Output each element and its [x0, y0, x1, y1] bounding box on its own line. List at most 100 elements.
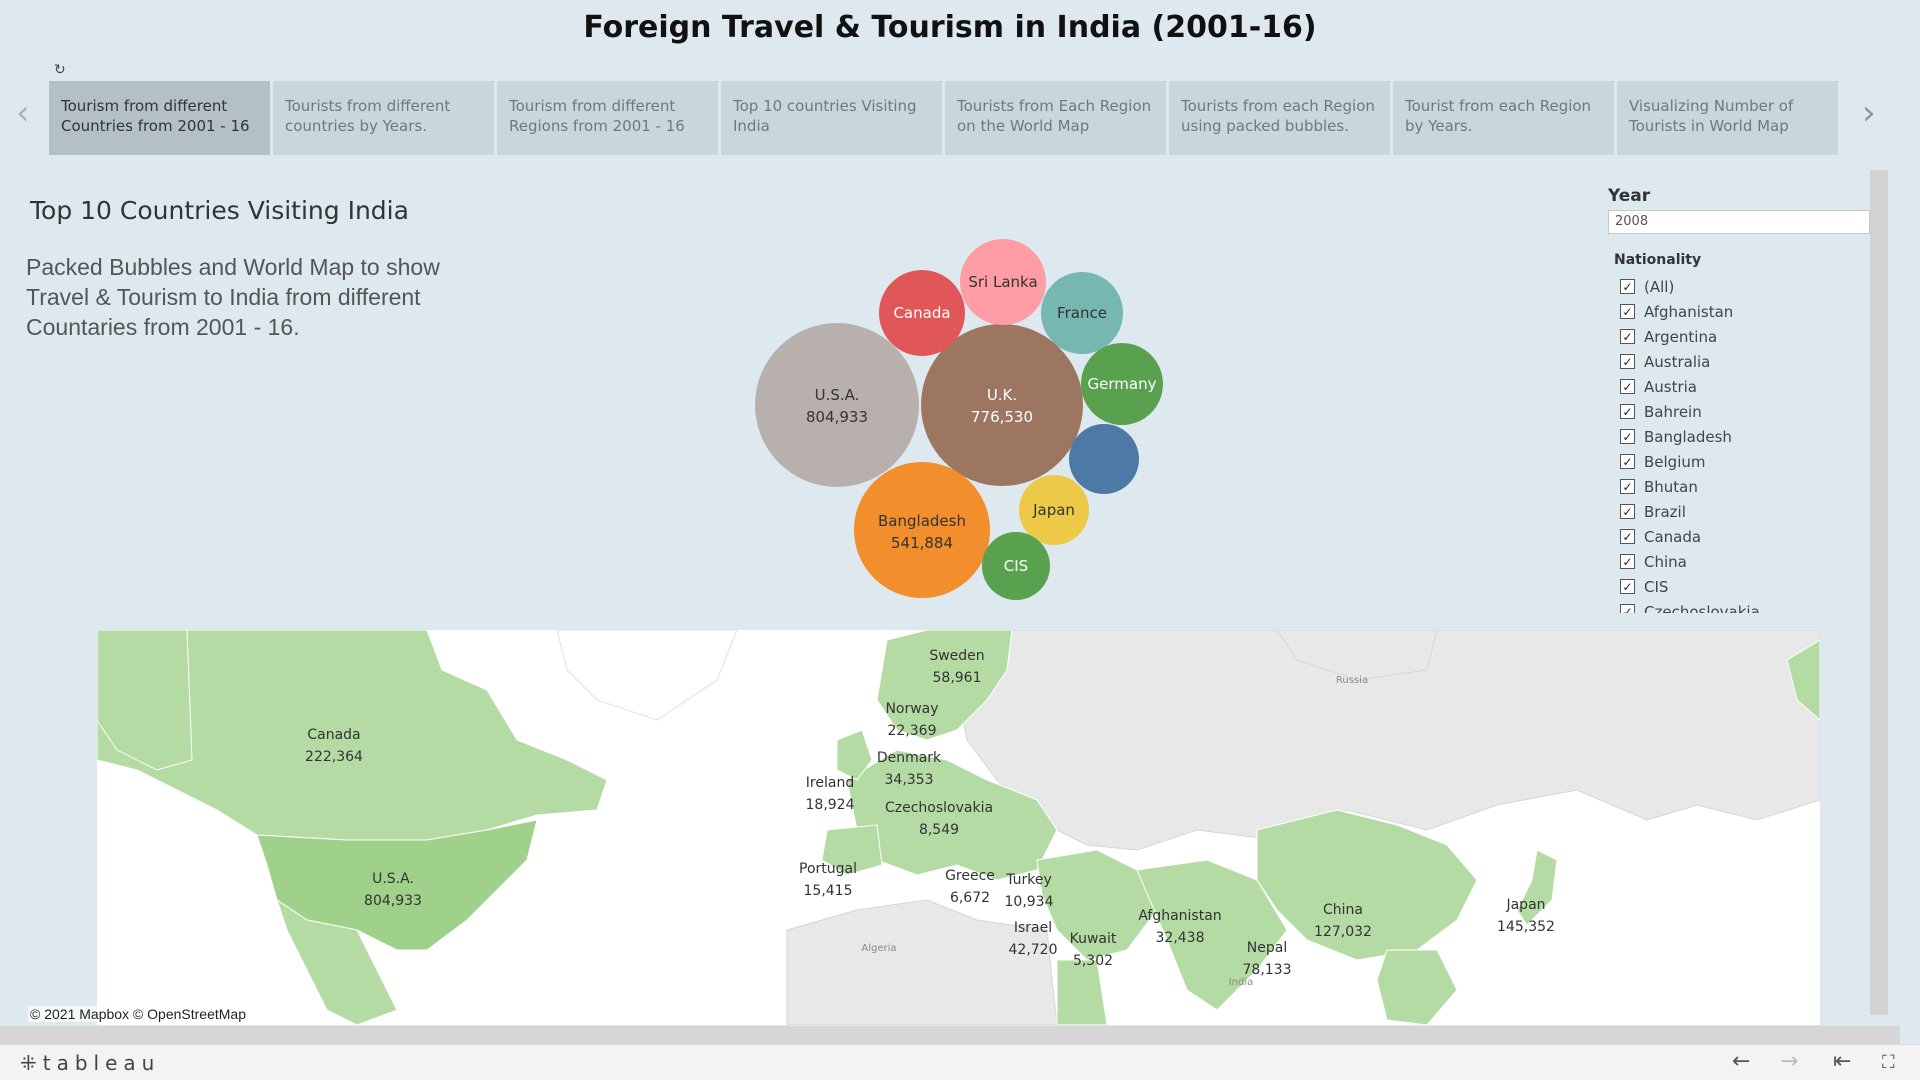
nationality-item[interactable]: ✓ Argentina — [1620, 324, 1760, 349]
checkbox-checked-icon[interactable]: ✓ — [1620, 579, 1635, 594]
checkbox-checked-icon[interactable]: ✓ — [1620, 604, 1635, 613]
bubble-sri-lanka[interactable]: Sri Lanka — [960, 239, 1046, 325]
redo-icon[interactable]: → — [1780, 1049, 1799, 1074]
nationality-item[interactable]: ✓ Australia — [1620, 349, 1760, 374]
map-japan[interactable] — [1516, 849, 1558, 926]
bubble-canada[interactable]: Canada — [879, 270, 965, 356]
undo-icon[interactable]: ← — [1732, 1049, 1751, 1074]
checkbox-checked-icon[interactable]: ✓ — [1620, 504, 1635, 519]
checkbox-checked-icon[interactable]: ✓ — [1620, 529, 1635, 544]
bubble-germany[interactable]: Germany — [1081, 343, 1163, 425]
fullscreen-icon[interactable]: ⛶ — [1882, 1052, 1895, 1073]
nationality-item[interactable]: ✓ Austria — [1620, 374, 1760, 399]
checkbox-checked-icon[interactable]: ✓ — [1620, 429, 1635, 444]
bubble-bangladesh-circle[interactable] — [854, 462, 990, 598]
nationality-label: (All) — [1644, 277, 1675, 296]
map-label-usa-name: U.S.A. — [372, 871, 414, 887]
year-filter-label: Year — [1608, 186, 1651, 206]
tab-tourists-world-map[interactable]: Visualizing Number of Tourists in World … — [1617, 81, 1838, 155]
tab-countries-2001-16[interactable]: Tourism from different Countries from 20… — [49, 81, 270, 155]
map-middle-east[interactable] — [1036, 849, 1158, 961]
checkbox-checked-icon[interactable]: ✓ — [1620, 379, 1635, 394]
checkbox-checked-icon[interactable]: ✓ — [1620, 554, 1635, 569]
checkbox-checked-icon[interactable]: ✓ — [1620, 404, 1635, 419]
world-map-canvas: Russia Algeria India Canada 222,364 U.S.… — [97, 630, 1820, 1025]
bubble-cis-circle[interactable] — [982, 532, 1050, 600]
map-southeast-asia[interactable] — [1376, 949, 1458, 1025]
bubble-sri-lanka-circle[interactable] — [960, 239, 1046, 325]
nationality-label: China — [1644, 552, 1687, 571]
year-filter-input[interactable]: 2008 — [1608, 210, 1870, 234]
bubble-uk-circle[interactable] — [921, 324, 1083, 486]
status-bar: ⁜ tableau ← → ⇤ ⛶ — [0, 1044, 1920, 1080]
map-south-asia[interactable] — [1136, 859, 1288, 1011]
nationality-label: Argentina — [1644, 327, 1718, 346]
map-scandinavia[interactable] — [876, 630, 1013, 741]
horizontal-scrollbar[interactable] — [0, 1026, 1900, 1044]
revert-icon[interactable]: ↻ — [54, 62, 66, 78]
map-label-greece-value: 6,672 — [950, 890, 990, 906]
checkbox-checked-icon[interactable]: ✓ — [1620, 454, 1635, 469]
bubble-germany-circle[interactable] — [1081, 343, 1163, 425]
map-ireland-uk[interactable] — [836, 729, 873, 781]
map-canada[interactable] — [97, 630, 608, 841]
map-label-turkey-value: 10,934 — [1005, 894, 1054, 910]
map-attribution[interactable]: © 2021 Mapbox © OpenStreetMap — [28, 1006, 248, 1022]
tab-countries-by-years[interactable]: Tourists from different countries by Yea… — [273, 81, 494, 155]
revert-all-icon[interactable]: ⇤ — [1833, 1049, 1852, 1074]
map-china[interactable] — [1256, 809, 1478, 961]
sheet-tabs: Tourism from different Countries from 20… — [49, 81, 1850, 155]
nationality-label: Austria — [1644, 377, 1697, 396]
nationality-item[interactable]: ✓ Bahrein — [1620, 399, 1760, 424]
map-east-edge[interactable] — [1786, 639, 1820, 721]
nationality-item[interactable]: ✓ China — [1620, 549, 1760, 574]
map-iberia[interactable] — [821, 824, 883, 876]
nationality-item[interactable]: ✓ Canada — [1620, 524, 1760, 549]
world-map[interactable]: Russia Algeria India Canada 222,364 U.S.… — [97, 630, 1820, 1025]
bubble-uk[interactable]: U.K. 776,530 — [921, 324, 1083, 486]
checkbox-checked-icon[interactable]: ✓ — [1620, 354, 1635, 369]
bubble-unlabeled-blue-circle[interactable] — [1069, 424, 1139, 494]
chevron-left-icon[interactable]: ‹ — [16, 93, 30, 133]
bubble-usa-circle[interactable] — [755, 323, 919, 487]
tab-top10-countries[interactable]: Top 10 countries Visiting India — [721, 81, 942, 155]
bubble-bangladesh[interactable]: Bangladesh 541,884 — [854, 462, 990, 598]
bubble-japan-circle[interactable] — [1019, 475, 1089, 545]
tableau-logo[interactable]: ⁜ tableau — [20, 1051, 160, 1075]
bubble-france[interactable]: France — [1041, 272, 1123, 354]
nationality-item[interactable]: ✓ Bhutan — [1620, 474, 1760, 499]
map-alaska[interactable] — [97, 630, 193, 771]
bubble-cis[interactable]: CIS — [982, 532, 1050, 600]
tab-region-packed-bubbles[interactable]: Tourists from each Region using packed b… — [1169, 81, 1390, 155]
map-label-denmark-value: 34,353 — [885, 772, 934, 788]
checkbox-checked-icon[interactable]: ✓ — [1620, 479, 1635, 494]
nationality-item[interactable]: ✓ CIS — [1620, 574, 1760, 599]
chevron-right-icon[interactable]: › — [1862, 93, 1876, 133]
bubble-canada-circle[interactable] — [879, 270, 965, 356]
map-mexico[interactable] — [276, 898, 398, 1025]
vertical-scrollbar[interactable] — [1870, 170, 1888, 1015]
nationality-item[interactable]: ✓ Bangladesh — [1620, 424, 1760, 449]
map-label-greece-name: Greece — [945, 868, 995, 884]
bubble-france-name: France — [1057, 304, 1107, 322]
bubble-unlabeled-blue[interactable] — [1069, 424, 1139, 494]
nationality-item[interactable]: ✓ (All) — [1620, 274, 1760, 299]
tab-regions-2001-16[interactable]: Tourism from different Regions from 2001… — [497, 81, 718, 155]
checkbox-checked-icon[interactable]: ✓ — [1620, 304, 1635, 319]
nationality-item[interactable]: ✓ Brazil — [1620, 499, 1760, 524]
bubble-usa[interactable]: U.S.A. 804,933 — [755, 323, 919, 487]
map-africa-north[interactable] — [1056, 959, 1108, 1025]
nationality-item[interactable]: ✓ Belgium — [1620, 449, 1760, 474]
tab-region-by-years[interactable]: Tourist from each Region by Years. — [1393, 81, 1614, 155]
tab-region-world-map[interactable]: Tourists from Each Region on the World M… — [945, 81, 1166, 155]
nationality-item[interactable]: ✓ Afghanistan — [1620, 299, 1760, 324]
nationality-item[interactable]: ✓ Czechoslovakia — [1620, 599, 1760, 613]
bubble-france-circle[interactable] — [1041, 272, 1123, 354]
nationality-label: Bhutan — [1644, 477, 1698, 496]
map-label-afghanistan-name: Afghanistan — [1138, 908, 1221, 924]
sheet-title: Top 10 Countries Visiting India — [30, 196, 409, 225]
bubble-japan[interactable]: Japan — [1019, 475, 1089, 545]
checkbox-checked-icon[interactable]: ✓ — [1620, 279, 1635, 294]
checkbox-checked-icon[interactable]: ✓ — [1620, 329, 1635, 344]
map-greenland[interactable] — [556, 630, 738, 721]
